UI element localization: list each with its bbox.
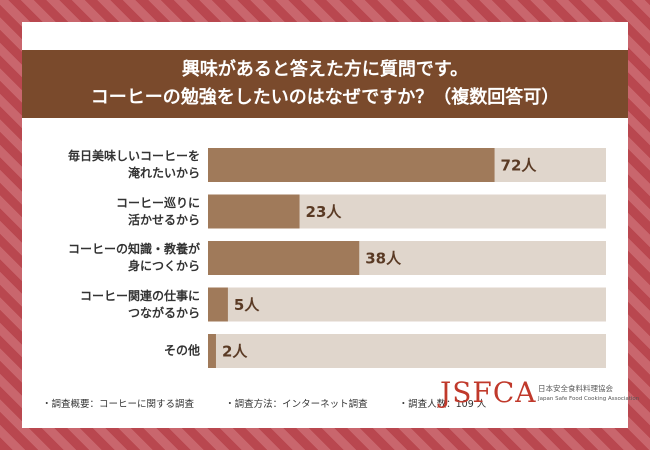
notes: ・調査概要：コーヒーに関する調査 ・調査方法：インターネット調査 ・調査人数：1… bbox=[42, 396, 514, 410]
category-label: その他 bbox=[163, 343, 200, 358]
bar bbox=[208, 241, 360, 275]
category-label: 毎日美味しいコーヒーを 淹れたいから bbox=[67, 149, 200, 180]
bar bbox=[208, 287, 228, 322]
bar-track bbox=[208, 287, 606, 322]
bar-track bbox=[208, 334, 606, 368]
value-label: 72人 bbox=[501, 157, 538, 175]
value-label: 38人 bbox=[365, 250, 402, 268]
note: ・調査方法：インターネット調査 bbox=[225, 399, 368, 410]
category-label: コーヒーの知識・教養が 身につくから bbox=[67, 242, 200, 273]
logo: JSFCA bbox=[440, 376, 537, 409]
note-text: 調査人数：109 人 bbox=[408, 399, 487, 410]
bar bbox=[208, 148, 495, 182]
bar bbox=[208, 194, 300, 229]
note-text: 調査概要：コーヒーに関する調査 bbox=[51, 399, 195, 410]
note: ・調査概要：コーヒーに関する調査 bbox=[42, 399, 195, 410]
value-label: 2人 bbox=[222, 343, 248, 361]
category-label: コーヒー巡りに 活かせるから bbox=[115, 195, 200, 227]
note-text: 調査方法：インターネット調査 bbox=[234, 399, 368, 410]
logo-name: 日本安全食料料理協会 bbox=[538, 384, 613, 393]
value-label: 5人 bbox=[234, 296, 260, 314]
chart-title: 興味があると答えた方に質問です。 コーヒーの勉強をしたいのはなぜですか？（複数回… bbox=[90, 59, 560, 108]
note: ・調査人数：109 人 bbox=[398, 399, 487, 410]
logo-name-en: Japan Safe Food Cooking Association bbox=[538, 396, 640, 402]
bar bbox=[208, 334, 216, 368]
header-band bbox=[22, 50, 628, 118]
value-label: 23人 bbox=[306, 203, 343, 221]
category-label: コーヒー関連の仕事に つながるから bbox=[79, 288, 200, 320]
